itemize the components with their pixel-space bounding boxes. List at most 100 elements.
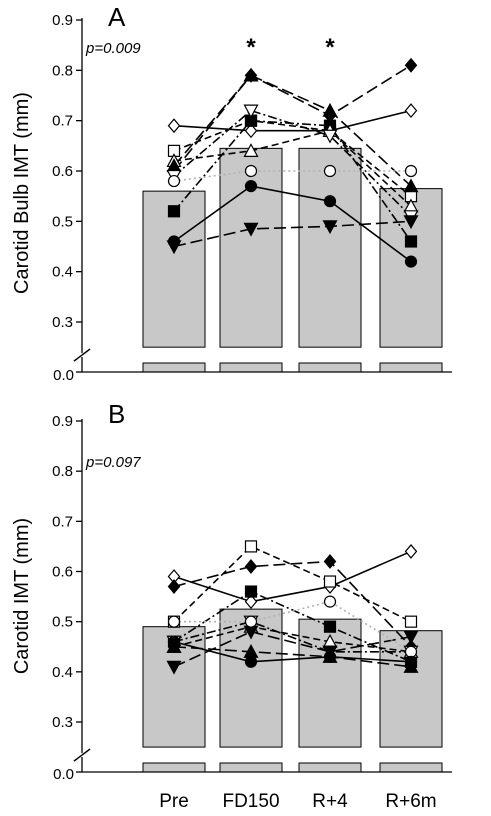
data-point-circle-filled	[323, 195, 337, 208]
y-tick-label: 0.5	[52, 213, 73, 230]
data-point-triangle-down-filled	[403, 630, 419, 645]
subject-line-triangle-up-open	[173, 129, 412, 207]
bar-stub-R+4	[298, 362, 362, 373]
data-point-triangle-up-filled	[322, 102, 338, 117]
data-point-circle-open	[323, 595, 337, 608]
data-point-triangle-down-filled	[322, 220, 338, 235]
y-tick-label: 0.6	[52, 163, 73, 180]
axis-break-mark	[73, 748, 91, 762]
data-point-circle-open	[244, 615, 258, 628]
data-point-circle-open	[167, 174, 181, 188]
data-point-circle-filled	[404, 655, 418, 668]
p-value-label: p=0.009	[85, 40, 141, 57]
data-point-diamond-open	[404, 103, 418, 119]
bar-stub-R+4	[298, 762, 362, 773]
data-point-diamond-open	[244, 123, 258, 139]
data-point-circle-open	[404, 645, 418, 658]
subject-line-circle-filled	[173, 185, 412, 263]
data-point-circle-open	[404, 164, 418, 178]
data-point-circle-filled	[323, 650, 337, 663]
data-point-square-open	[244, 540, 258, 553]
bar-R+4	[298, 147, 362, 348]
p-value-label: p=0.097	[85, 454, 141, 471]
data-point-square-open	[404, 615, 418, 628]
data-point-diamond-open	[167, 118, 181, 134]
y-tick-label: 0.7	[52, 513, 73, 530]
y-tick-label: 0.8	[52, 62, 73, 79]
data-point-circle-filled	[244, 180, 258, 193]
subject-line-triangle-down-open	[173, 109, 412, 217]
subject-line-triangle-down-open	[173, 620, 411, 653]
bar-stub-R+6m	[379, 362, 443, 373]
data-point-square-open	[323, 575, 337, 588]
bar-stub-FD150	[219, 762, 283, 773]
y-tick-label: 0.4	[52, 664, 73, 681]
bar-stub-FD150	[219, 362, 283, 373]
subject-line-diamond-open	[173, 550, 412, 603]
data-point-triangle-down-open	[322, 129, 338, 144]
y-tick-label: 0.3	[52, 714, 73, 731]
subject-line-diamond-open	[173, 109, 412, 132]
subject-line-circle-filled	[173, 640, 412, 663]
subject-line-triangle-down-filled	[173, 630, 412, 668]
y-tick-label: 0.7	[52, 113, 73, 130]
data-point-circle-filled	[167, 635, 181, 648]
data-point-square-filled	[167, 205, 181, 218]
bar-stub-R+6m	[379, 762, 443, 773]
subject-line-triangle-down-filled	[173, 220, 412, 248]
y-tick-label: 0.9	[52, 413, 73, 430]
data-point-triangle-down-open	[243, 104, 259, 119]
data-point-circle-filled	[404, 255, 418, 268]
data-point-circle-filled	[244, 655, 258, 668]
data-point-triangle-down-filled	[403, 215, 419, 230]
data-point-circle-open	[167, 615, 181, 628]
subject-line-diamond-filled	[173, 64, 412, 172]
subject-line-square-filled	[173, 119, 412, 242]
data-point-triangle-down-filled	[243, 222, 259, 237]
data-point-square-filled	[323, 620, 337, 633]
subject-line-triangle-up-open	[173, 625, 412, 653]
subject-line-triangle-up-filled	[173, 74, 412, 187]
y-break-label: 0.0	[53, 766, 74, 783]
data-point-diamond-open	[244, 594, 258, 610]
y-tick-label: 0.3	[52, 314, 73, 331]
y-tick-label: 0.5	[52, 614, 73, 631]
subject-line-square-open	[173, 119, 412, 197]
data-point-diamond-filled	[323, 554, 337, 569]
bar-stub-Pre	[142, 362, 206, 373]
data-point-diamond-filled	[404, 57, 418, 73]
x-tick-label-pre: Pre	[159, 791, 189, 812]
data-point-triangle-up-open	[243, 143, 259, 157]
x-tick-label-fd150: FD150	[222, 791, 279, 812]
data-point-triangle-up-filled	[243, 67, 259, 82]
significance-star: *	[325, 34, 335, 61]
data-point-circle-open	[323, 164, 337, 178]
bar-stub-Pre	[142, 762, 206, 773]
y-tick-label: 0.8	[52, 463, 73, 480]
y-axis-title: Carotid Bulb IMT (mm)	[11, 92, 33, 294]
data-point-circle-filled	[167, 235, 181, 248]
y-break-label: 0.0	[53, 367, 74, 384]
panel-letter: A	[108, 2, 126, 32]
x-tick-label-r4: R+4	[312, 791, 348, 812]
panel-a: A p=0.009 Carotid Bulb IMT (mm) 0.0 0.3 0…	[11, 2, 452, 384]
data-point-triangle-up-filled	[403, 178, 419, 193]
data-point-square-filled	[404, 235, 418, 248]
x-tick-label-r6m: R+6m	[385, 791, 436, 812]
panel-letter: B	[108, 399, 125, 429]
significance-star: *	[246, 34, 256, 61]
subject-line-circle-open	[174, 600, 412, 653]
bar-FD150	[219, 147, 283, 348]
data-point-diamond-open	[404, 544, 418, 559]
y-tick-label: 0.4	[52, 264, 73, 281]
data-point-diamond-filled	[244, 559, 258, 574]
subject-line-diamond-filled	[173, 560, 412, 648]
data-point-triangle-down-filled	[166, 660, 182, 675]
data-point-square-filled	[244, 585, 258, 598]
y-axis-title: Carotid IMT (mm)	[11, 518, 33, 674]
data-point-diamond-filled	[167, 579, 181, 594]
y-tick-label: 0.9	[52, 12, 73, 29]
axis-break-mark	[73, 348, 91, 362]
data-point-circle-open	[244, 164, 258, 178]
